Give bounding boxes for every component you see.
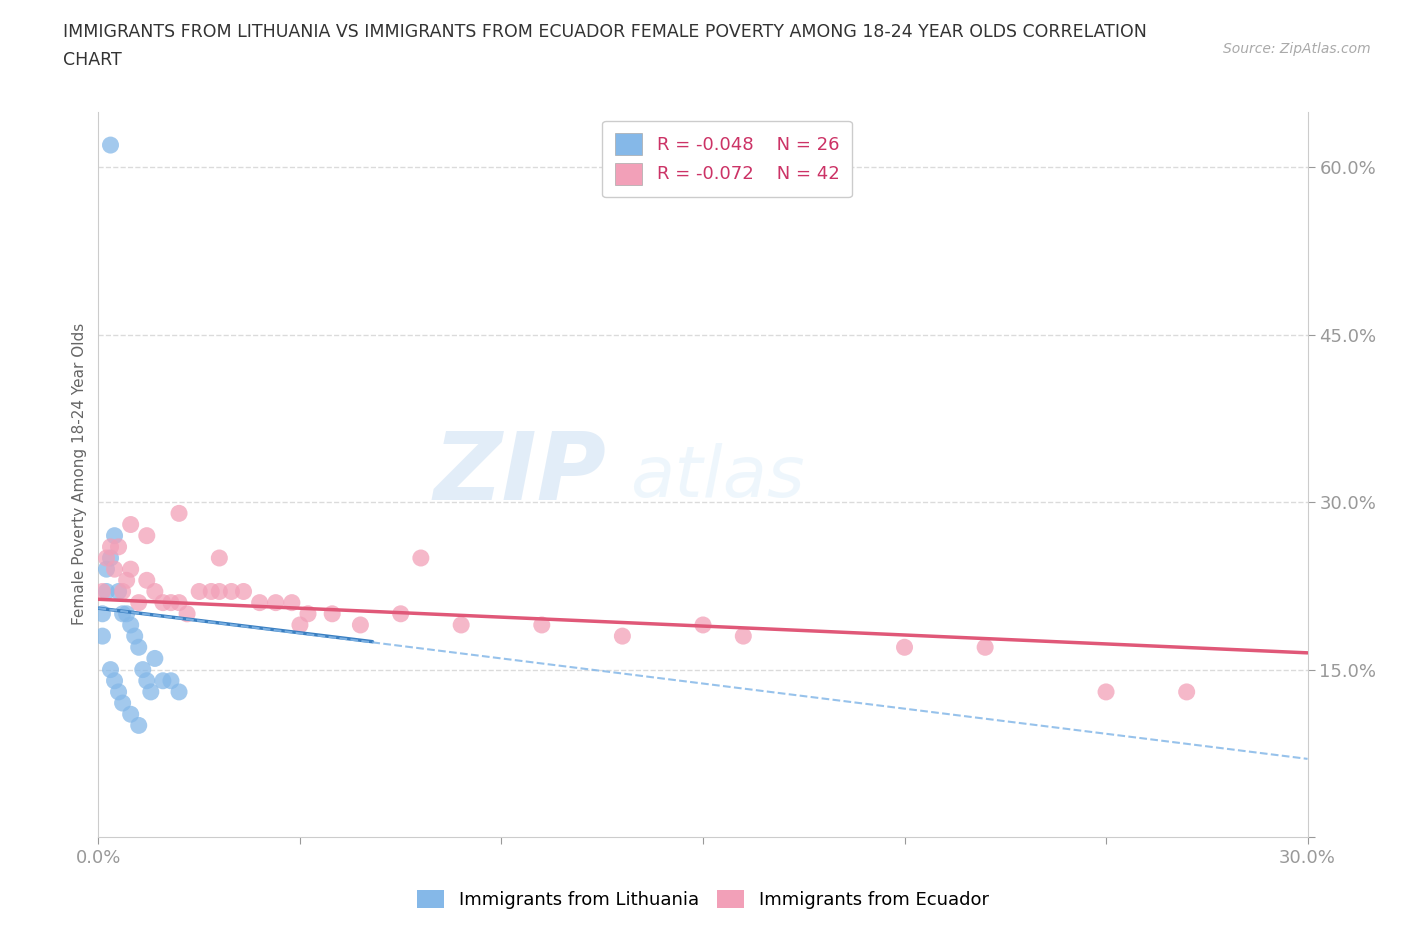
Text: IMMIGRANTS FROM LITHUANIA VS IMMIGRANTS FROM ECUADOR FEMALE POVERTY AMONG 18-24 : IMMIGRANTS FROM LITHUANIA VS IMMIGRANTS … [63, 23, 1147, 41]
Point [128, 640, 150, 655]
Point [208, 584, 231, 599]
Point [100, 662, 122, 677]
Point [115, 573, 138, 588]
Point [91, 629, 114, 644]
Text: Source: ZipAtlas.com: Source: ZipAtlas.com [1223, 42, 1371, 56]
Point [200, 584, 222, 599]
Point [124, 629, 146, 644]
Text: atlas: atlas [630, 444, 806, 512]
Point [128, 718, 150, 733]
Point [111, 606, 134, 621]
Point [974, 640, 997, 655]
Point [96, 562, 118, 577]
Point [893, 640, 915, 655]
Text: CHART: CHART [63, 51, 122, 69]
Point [389, 606, 412, 621]
Point [100, 539, 122, 554]
Point [264, 595, 287, 610]
Point [139, 684, 162, 699]
Point [96, 584, 118, 599]
Point [120, 517, 142, 532]
Point [107, 584, 129, 599]
Point [612, 629, 634, 644]
Point [249, 595, 271, 610]
Point [100, 138, 122, 153]
Point [221, 584, 243, 599]
Y-axis label: Female Poverty Among 18-24 Year Olds: Female Poverty Among 18-24 Year Olds [72, 324, 87, 626]
Point [96, 551, 118, 565]
Legend: R = -0.048    N = 26, R = -0.072    N = 42: R = -0.048 N = 26, R = -0.072 N = 42 [602, 121, 852, 197]
Point [152, 673, 174, 688]
Point [692, 618, 714, 632]
Point [132, 662, 155, 677]
Point [103, 673, 125, 688]
Point [103, 528, 125, 543]
Legend: Immigrants from Lithuania, Immigrants from Ecuador: Immigrants from Lithuania, Immigrants fr… [411, 883, 995, 916]
Point [349, 618, 371, 632]
Point [143, 651, 166, 666]
Point [91, 584, 114, 599]
Point [288, 618, 311, 632]
Point [176, 606, 198, 621]
Point [120, 562, 142, 577]
Point [1095, 684, 1118, 699]
Text: ZIP: ZIP [433, 429, 606, 520]
Point [160, 673, 183, 688]
Point [100, 551, 122, 565]
Point [167, 684, 190, 699]
Point [733, 629, 755, 644]
Point [188, 584, 211, 599]
Point [281, 595, 304, 610]
Point [152, 595, 174, 610]
Point [232, 584, 254, 599]
Point [297, 606, 319, 621]
Point [103, 562, 125, 577]
Point [208, 551, 231, 565]
Point [530, 618, 553, 632]
Point [135, 573, 157, 588]
Point [107, 539, 129, 554]
Point [135, 528, 157, 543]
Point [128, 595, 150, 610]
Point [91, 606, 114, 621]
Point [135, 673, 157, 688]
Point [143, 584, 166, 599]
Point [111, 696, 134, 711]
Point [167, 506, 190, 521]
Point [321, 606, 343, 621]
Point [167, 595, 190, 610]
Point [1175, 684, 1198, 699]
Point [111, 584, 134, 599]
Point [160, 595, 183, 610]
Point [115, 606, 138, 621]
Point [120, 618, 142, 632]
Point [409, 551, 432, 565]
Point [120, 707, 142, 722]
Point [107, 684, 129, 699]
Point [450, 618, 472, 632]
